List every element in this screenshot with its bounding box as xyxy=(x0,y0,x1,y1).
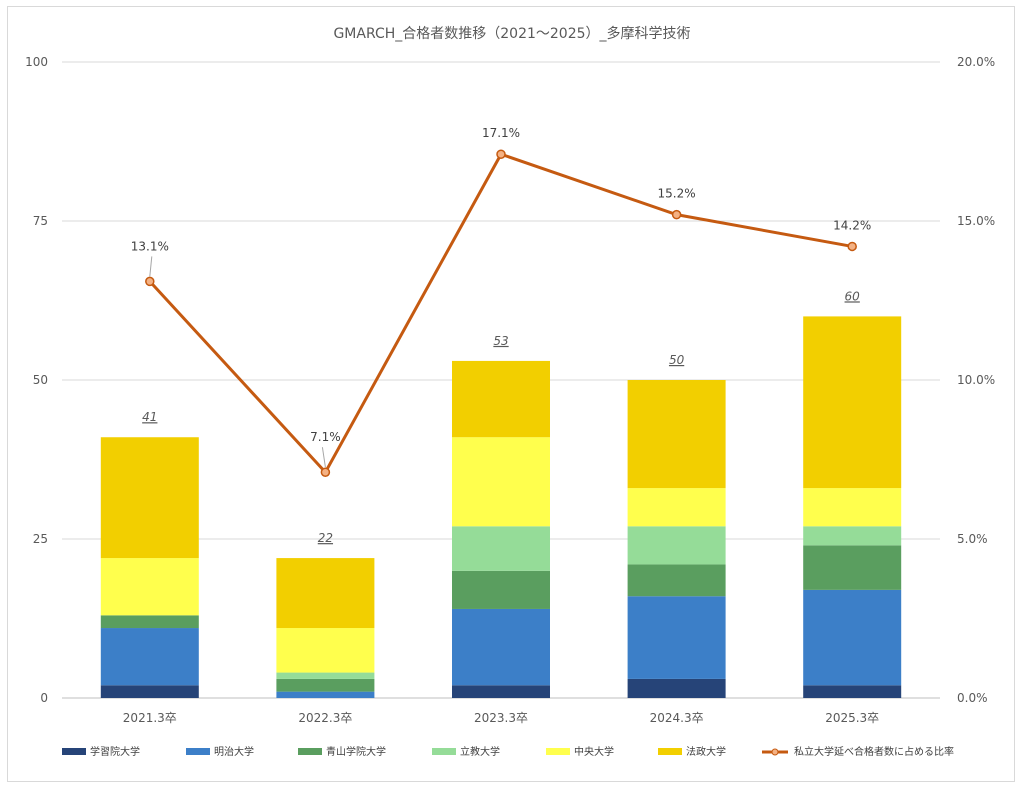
ratio-point xyxy=(671,209,682,220)
legend-label: 学習院大学 xyxy=(90,745,140,758)
y2-tick-label: 10.0% xyxy=(957,373,995,387)
bar-segment xyxy=(627,678,726,698)
bar-segment xyxy=(100,615,199,629)
ratio-label: 7.1% xyxy=(310,430,341,444)
bar-segment xyxy=(452,437,550,527)
x-tick-label: 2021.3卒 xyxy=(123,711,177,725)
bar-segment xyxy=(276,558,375,629)
leader-line xyxy=(149,256,153,277)
legend-label: 法政大学 xyxy=(686,745,726,758)
ratio-label: 14.2% xyxy=(833,218,871,232)
bar-total-label: 60 xyxy=(845,289,861,303)
bar-segment xyxy=(452,608,550,686)
bar-segment xyxy=(627,596,726,679)
bar-series-group xyxy=(100,316,902,698)
bar-segment xyxy=(627,488,726,527)
y2-tick-label: 0.0% xyxy=(957,691,988,705)
x-tick-label: 2022.3卒 xyxy=(298,711,352,725)
ratio-line-group: 13.1% 7.1% 17.1% 15.2% 14.2% xyxy=(131,126,871,477)
bar-segment xyxy=(803,488,902,527)
y-axis-right: 0.0% 5.0% 10.0% 15.0% 20.0% xyxy=(957,55,995,705)
bar-segment xyxy=(452,526,550,571)
bar-segment xyxy=(452,685,550,698)
legend-line-marker xyxy=(771,748,779,756)
bar-segment xyxy=(100,628,199,686)
ratio-label: 17.1% xyxy=(482,126,520,140)
bar-segment xyxy=(803,526,902,546)
bar-segment xyxy=(276,691,375,698)
bar-segment xyxy=(276,628,375,673)
y-axis-left: 0 25 50 75 100 xyxy=(25,55,48,705)
bar-segment xyxy=(803,316,902,489)
legend-swatch xyxy=(298,748,322,755)
bar-total-labels: 41 22 53 50 60 xyxy=(142,289,860,545)
legend-label: 私立大学延べ合格者数に占める比率 xyxy=(794,745,954,758)
ratio-label: 13.1% xyxy=(131,239,169,253)
bar-segment xyxy=(627,564,726,597)
legend-swatch xyxy=(658,748,682,755)
y2-tick-label: 15.0% xyxy=(957,214,995,228)
x-tick-label: 2023.3卒 xyxy=(474,711,528,725)
legend-label: 立教大学 xyxy=(460,745,500,758)
y-tick-label: 75 xyxy=(33,214,48,228)
y2-tick-label: 20.0% xyxy=(957,55,995,69)
y-tick-label: 50 xyxy=(33,373,48,387)
bar-segment xyxy=(803,545,902,590)
leader-line xyxy=(321,447,326,468)
legend-label: 明治大学 xyxy=(214,745,254,758)
bar-total-label: 22 xyxy=(318,531,333,545)
legend-label: 中央大学 xyxy=(574,745,614,758)
bar-total-label: 53 xyxy=(493,334,508,348)
ratio-point xyxy=(320,467,331,477)
ratio-point xyxy=(847,241,857,252)
bar-segment xyxy=(627,380,726,489)
legend-swatch xyxy=(62,748,86,755)
legend-swatch xyxy=(186,748,210,755)
bar-segment xyxy=(803,685,902,698)
bar-total-label: 41 xyxy=(142,410,157,424)
ratio-label: 15.2% xyxy=(658,187,696,201)
legend-label: 青山学院大学 xyxy=(326,745,386,758)
x-tick-label: 2025.3卒 xyxy=(825,711,879,725)
ratio-point xyxy=(145,276,155,287)
x-axis: 2021.3卒 2022.3卒 2023.3卒 2024.3卒 2025.3卒 xyxy=(123,711,879,725)
y-tick-label: 25 xyxy=(33,532,48,546)
bar-segment xyxy=(452,570,550,609)
ratio-point xyxy=(496,149,506,159)
bar-segment xyxy=(803,589,902,686)
bar-segment xyxy=(276,672,375,679)
y2-tick-label: 5.0% xyxy=(957,532,988,546)
chart-legend: 学習院大学 明治大学 青山学院大学 立教大学 中央大学 法政大学 私立大学延べ合格者数に占め… xyxy=(62,745,954,758)
bar-segment xyxy=(100,558,199,616)
y-tick-label: 0 xyxy=(40,691,48,705)
bar-segment xyxy=(452,360,550,438)
bar-total-label: 50 xyxy=(669,353,685,367)
y-tick-label: 100 xyxy=(25,55,48,69)
chart-title: GMARCH_合格者数推移（2021～2025）_多摩科学技術 xyxy=(333,25,690,42)
legend-swatch xyxy=(546,748,570,755)
x-tick-label: 2024.3卒 xyxy=(650,711,704,725)
bar-segment xyxy=(100,685,199,698)
bar-segment xyxy=(627,526,726,565)
bar-segment xyxy=(100,437,199,559)
bar-segment xyxy=(276,678,375,692)
legend-swatch xyxy=(432,748,456,755)
